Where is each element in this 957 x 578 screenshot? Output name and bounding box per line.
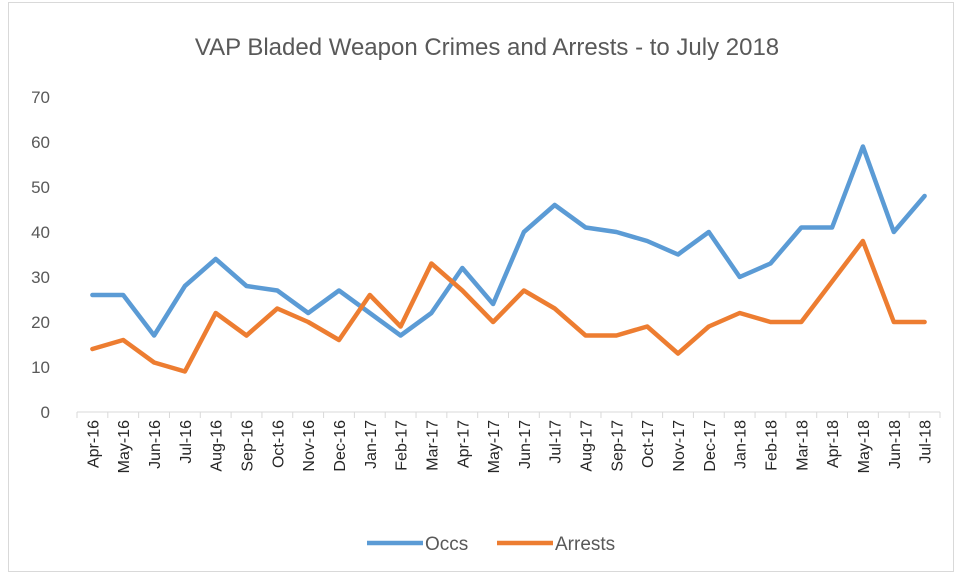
x-tick-label: Jun-18 xyxy=(887,420,904,469)
legend-label-arrests: Arrests xyxy=(555,534,615,555)
y-tick-label: 20 xyxy=(31,313,50,332)
x-tick-label: Nov-16 xyxy=(301,420,318,472)
series-lines xyxy=(90,144,927,374)
x-tick-label: Mar-17 xyxy=(424,420,441,471)
y-tick-label: 10 xyxy=(31,358,50,377)
series-line-arrests xyxy=(90,238,927,374)
x-tick-label: Sep-17 xyxy=(609,420,626,472)
chart-title: VAP Bladed Weapon Crimes and Arrests - t… xyxy=(195,34,779,61)
x-tick-label: Jul-18 xyxy=(918,420,935,464)
x-tick-label: May-16 xyxy=(116,420,133,473)
x-tick-label: Dec-17 xyxy=(702,420,719,472)
x-tick-label: Oct-16 xyxy=(270,420,287,468)
x-axis-ticks: Apr-16 May-16 Jun-16 Jul-16 Aug-16 Sep-16 Oct-… xyxy=(76,412,941,473)
x-tick-label: Feb-17 xyxy=(394,420,411,471)
x-tick-label: Feb-18 xyxy=(763,420,780,471)
x-tick-label: May-17 xyxy=(486,420,503,473)
x-tick-label: Oct-17 xyxy=(640,420,657,468)
x-tick-label: Mar-18 xyxy=(794,420,811,471)
x-tick-label: Jun-16 xyxy=(147,420,164,469)
x-tick-label: Dec-16 xyxy=(332,420,349,472)
series-line-occs xyxy=(90,144,927,338)
x-tick-label: Jun-17 xyxy=(517,420,534,469)
y-tick-label: 40 xyxy=(31,223,50,242)
x-tick-label: Aug-17 xyxy=(579,420,596,472)
legend-label-occs: Occs xyxy=(425,534,468,555)
x-tick-label: Sep-16 xyxy=(240,420,257,472)
x-tick-label: Apr-16 xyxy=(85,420,102,468)
y-tick-label: 50 xyxy=(31,178,50,197)
y-tick-label: 70 xyxy=(31,88,50,107)
x-tick-label: Jul-17 xyxy=(548,420,565,464)
x-tick-label: Apr-17 xyxy=(455,420,472,468)
x-tick-label: Apr-18 xyxy=(825,420,842,468)
y-tick-label: 60 xyxy=(31,133,50,152)
y-axis-ticks: 0 10 20 30 40 50 60 70 xyxy=(31,88,50,422)
x-tick-label: Jan-18 xyxy=(733,420,750,469)
legend: Occs Arrests xyxy=(367,534,615,555)
x-tick-label: Aug-16 xyxy=(209,420,226,472)
x-tick-label: Nov-17 xyxy=(671,420,688,472)
y-tick-label: 30 xyxy=(31,268,50,287)
y-tick-label: 0 xyxy=(41,403,50,422)
x-tick-label: Jan-17 xyxy=(363,420,380,469)
x-tick-label: May-18 xyxy=(856,420,873,473)
x-tick-label: Jul-16 xyxy=(178,420,195,464)
